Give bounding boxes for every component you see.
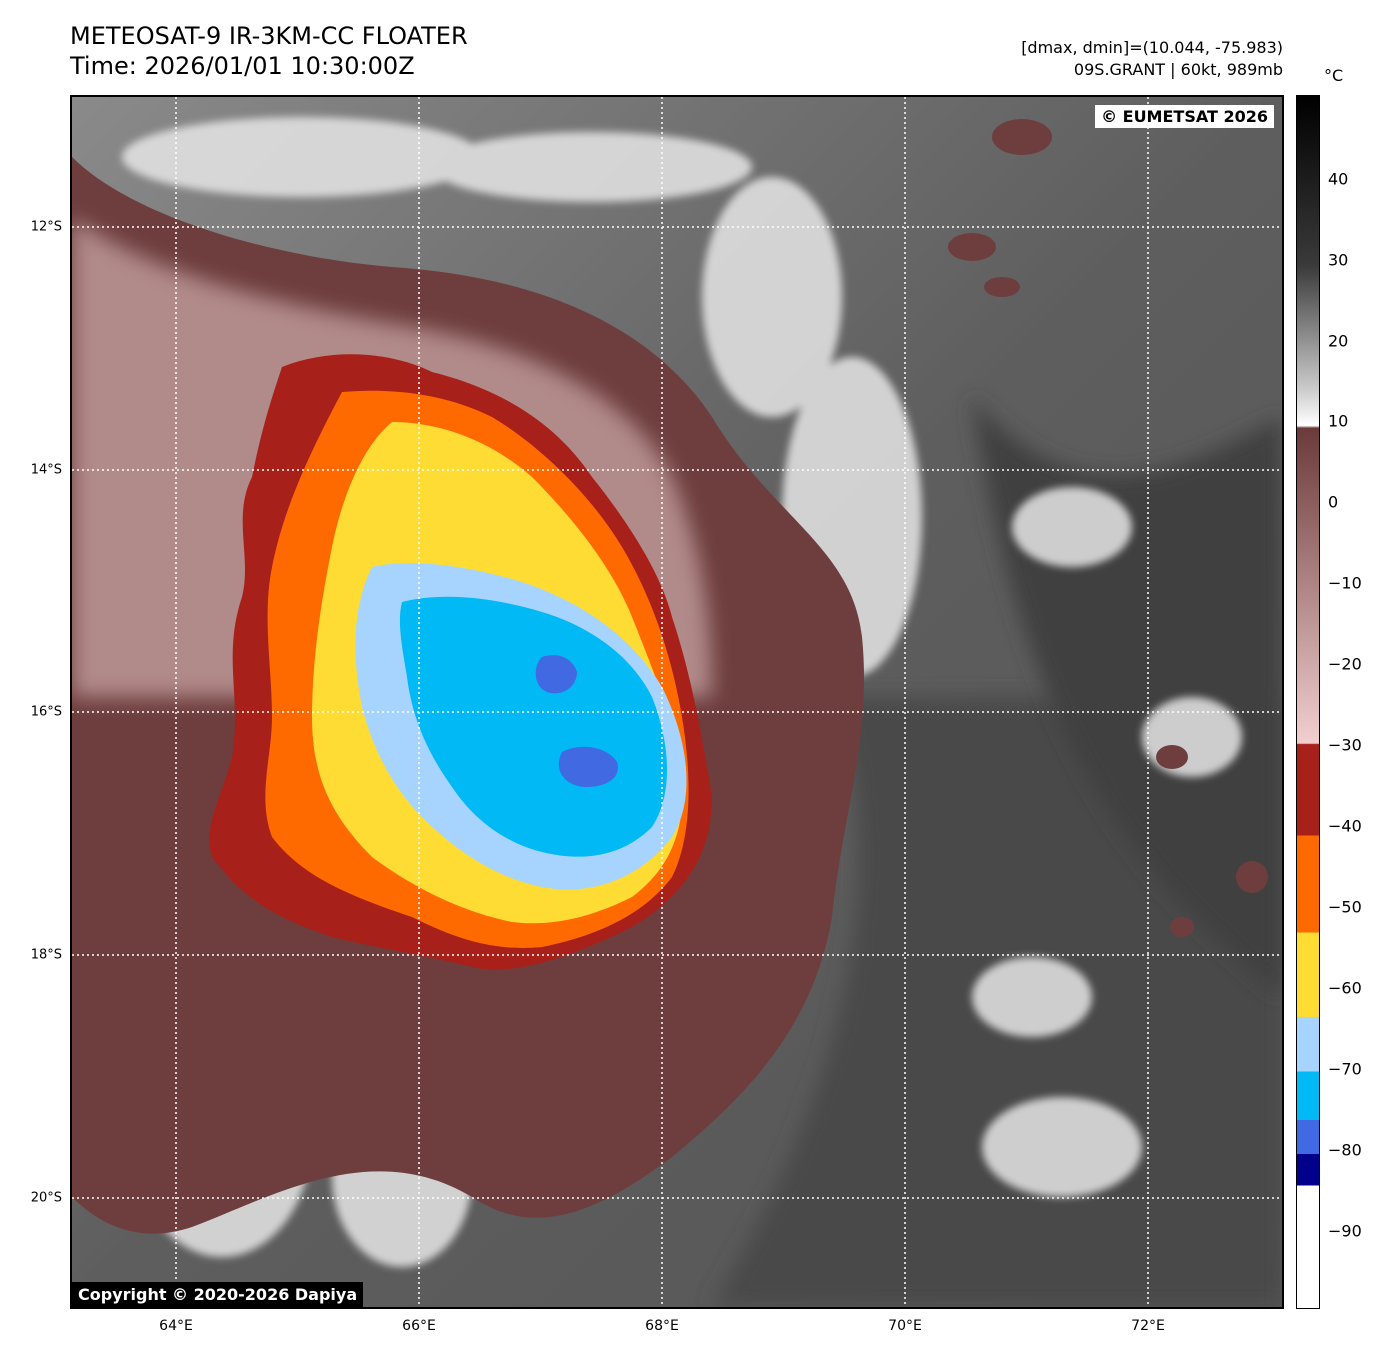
cold-tops-cyan [399, 596, 667, 857]
lon-label-68e: 68°E [645, 1318, 679, 1334]
lon-label-72e: 72°E [1131, 1318, 1165, 1334]
cb-tick-20: 20 [1328, 331, 1349, 351]
lon-label-66e: 66°E [402, 1318, 436, 1334]
cold-tops-royalblue-1 [535, 655, 577, 694]
data-range: [dmax, dmin]=(10.044, -75.983) [1021, 38, 1283, 57]
eumetsat-copyright: © EUMETSAT 2026 [1095, 105, 1274, 128]
chart-title: METEOSAT-9 IR-3KM-CC FLOATER [70, 22, 468, 50]
cb-tick-10: 10 [1328, 411, 1349, 431]
cb-tick-minus30: −30 [1328, 735, 1362, 755]
ir-image [72, 97, 1282, 1307]
cb-tick-40: 40 [1328, 169, 1349, 189]
cb-tick-minus10: −10 [1328, 573, 1362, 593]
cb-tick-minus40: −40 [1328, 816, 1362, 836]
cb-tick-minus60: −60 [1328, 978, 1362, 998]
lat-label-12s: 12°S [30, 219, 62, 235]
lat-label-16s: 16°S [30, 704, 62, 720]
scattered-cloud-cells [948, 119, 1268, 937]
lat-label-18s: 18°S [30, 947, 62, 963]
colorbar-unit: °C [1324, 66, 1344, 85]
lon-label-70e: 70°E [888, 1318, 922, 1334]
cb-tick-0: 0 [1328, 492, 1339, 512]
timestamp: Time: 2026/01/01 10:30:00Z [70, 52, 415, 80]
cb-tick-minus50: −50 [1328, 897, 1362, 917]
storm-info: 09S.GRANT | 60kt, 989mb [1073, 60, 1283, 79]
cb-tick-minus90: −90 [1328, 1221, 1362, 1241]
dapiya-copyright: Copyright © 2020-2026 Dapiya [72, 1282, 364, 1307]
lat-label-14s: 14°S [30, 462, 62, 478]
cb-tick-minus20: −20 [1328, 654, 1362, 674]
satellite-image: © EUMETSAT 2026 Copyright © 2020-2026 Da… [70, 95, 1284, 1309]
graticule [72, 97, 1282, 1307]
cb-tick-minus80: −80 [1328, 1140, 1362, 1160]
cb-tick-minus70: −70 [1328, 1059, 1362, 1079]
lat-label-20s: 20°S [30, 1190, 62, 1206]
cb-tick-30: 30 [1328, 250, 1349, 270]
cold-tops-royalblue-2 [558, 746, 618, 787]
colorbar [1296, 95, 1320, 1309]
lon-label-64e: 64°E [159, 1318, 193, 1334]
